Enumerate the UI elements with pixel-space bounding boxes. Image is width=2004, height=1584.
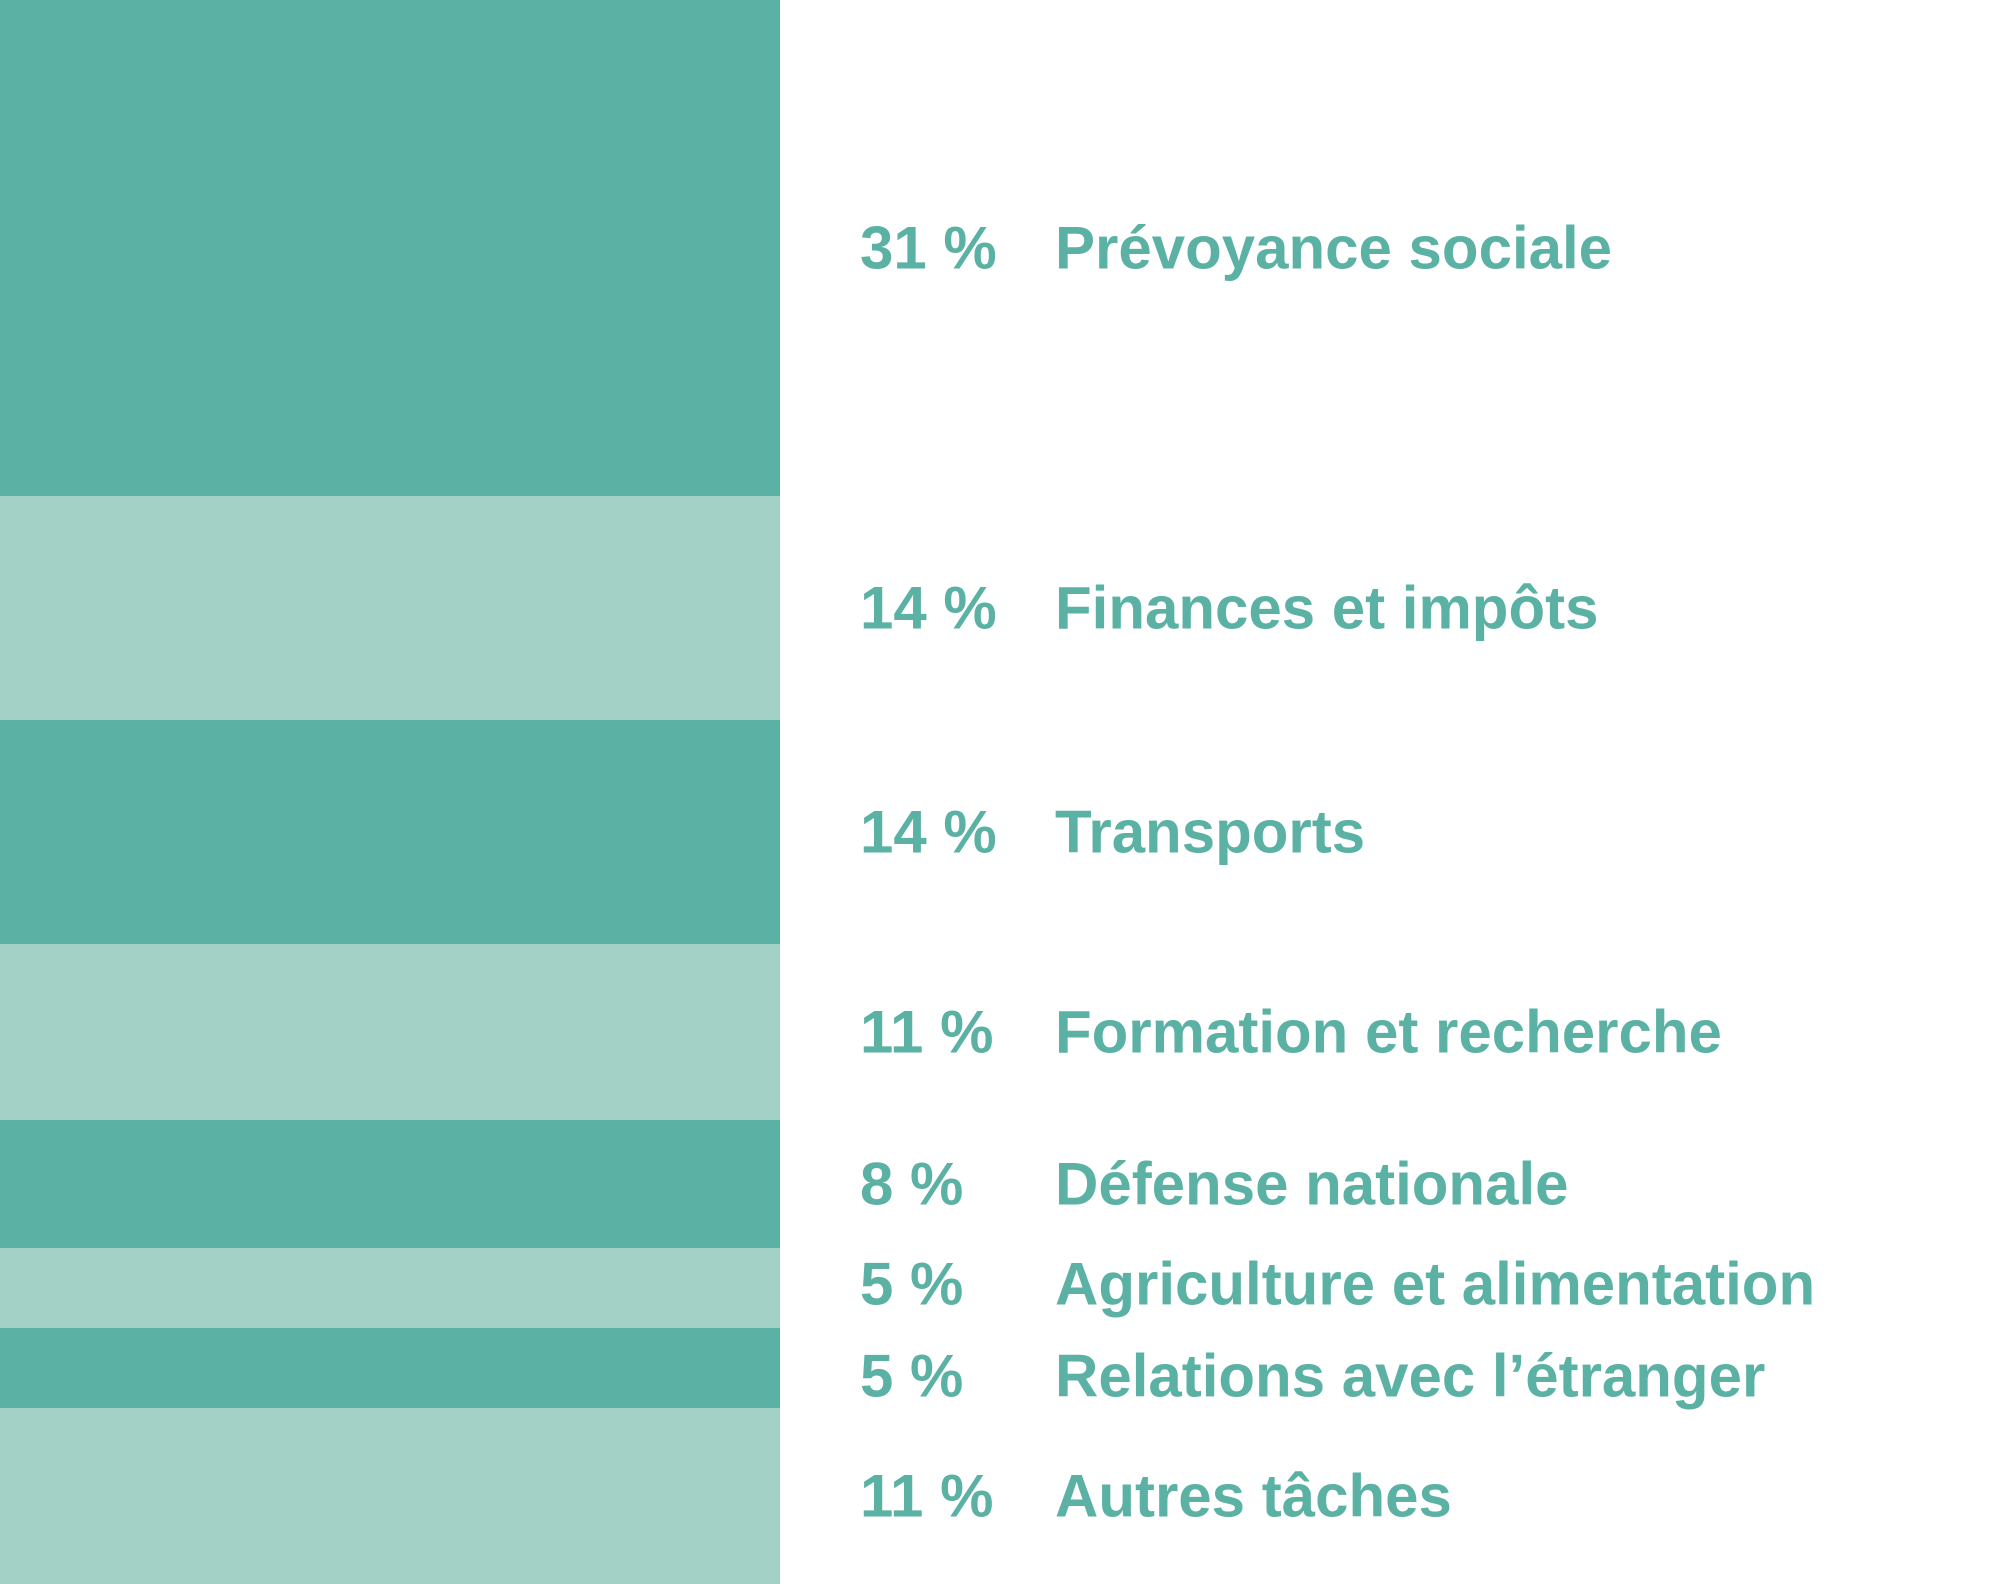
segment-4 <box>0 944 780 1121</box>
value-label-2: 14 % <box>860 575 997 642</box>
category-label-2: Finances et impôts <box>1055 575 1598 642</box>
value-label-8: 11 % <box>860 1463 993 1530</box>
value-label-4: 11 % <box>860 999 993 1066</box>
category-label-3: Transports <box>1055 799 1365 866</box>
value-label-7: 5 % <box>860 1343 963 1410</box>
category-label-8: Autres tâches <box>1055 1463 1452 1530</box>
segment-2 <box>0 496 780 721</box>
value-label-3: 14 % <box>860 799 997 866</box>
value-label-1: 31 % <box>860 215 997 282</box>
segment-7 <box>0 1328 780 1409</box>
segment-6 <box>0 1248 780 1329</box>
category-label-1: Prévoyance sociale <box>1055 215 1612 282</box>
labels-group: 31 % Prévoyance sociale 14 % Finances et im… <box>860 215 1815 1530</box>
category-label-4: Formation et recherche <box>1055 999 1722 1066</box>
segment-3 <box>0 720 780 945</box>
segment-8 <box>0 1408 780 1584</box>
category-label-5: Défense nationale <box>1055 1151 1569 1218</box>
segment-1 <box>0 0 780 497</box>
segments-group <box>0 0 780 1584</box>
category-label-6: Agriculture et alimentation <box>1055 1251 1815 1318</box>
category-label-7: Relations avec l’étranger <box>1055 1343 1765 1410</box>
segment-5 <box>0 1120 780 1249</box>
value-label-6: 5 % <box>860 1251 963 1318</box>
value-label-5: 8 % <box>860 1151 963 1218</box>
